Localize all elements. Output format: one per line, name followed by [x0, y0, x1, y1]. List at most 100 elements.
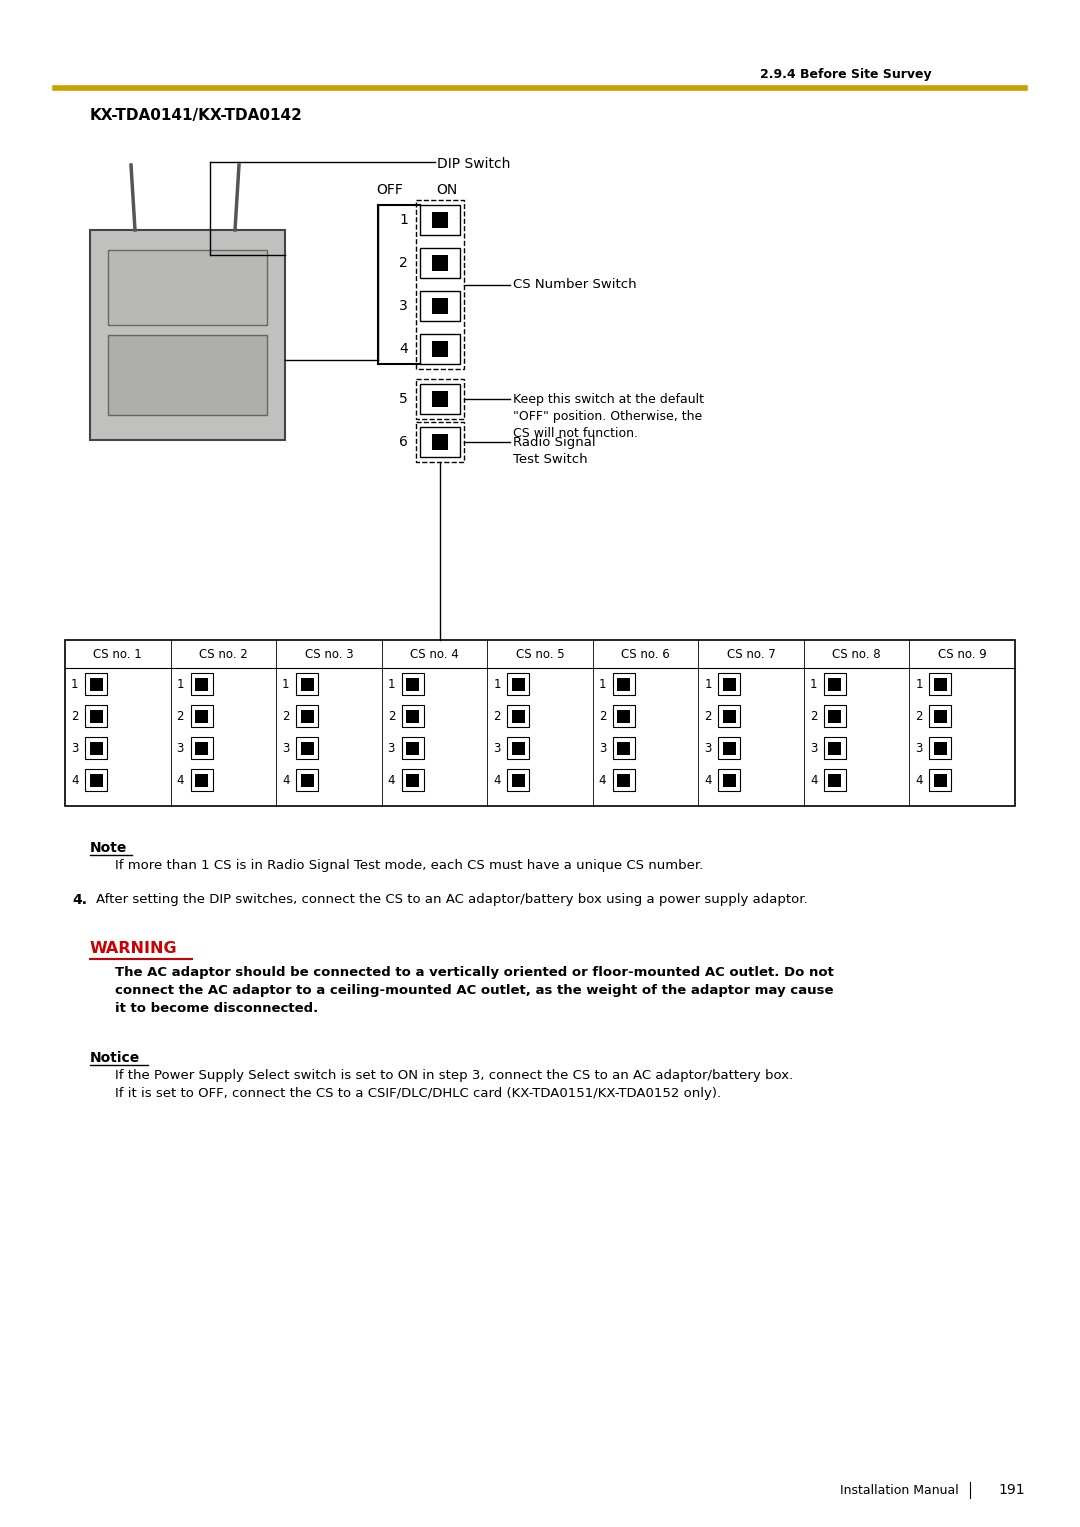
- Bar: [432, 212, 448, 228]
- Text: OFF: OFF: [377, 183, 404, 197]
- Text: 2.9.4 Before Site Survey: 2.9.4 Before Site Survey: [760, 69, 932, 81]
- Bar: [190, 738, 213, 759]
- Bar: [65, 640, 1015, 806]
- Bar: [195, 678, 208, 690]
- Text: CS no. 6: CS no. 6: [621, 647, 670, 661]
- Bar: [618, 710, 631, 722]
- Text: 2: 2: [71, 710, 79, 722]
- Text: CS no. 8: CS no. 8: [833, 647, 881, 661]
- Text: 3: 3: [400, 299, 408, 313]
- Bar: [432, 391, 448, 408]
- Text: 2: 2: [704, 710, 712, 722]
- Text: CS no. 5: CS no. 5: [515, 647, 565, 661]
- Bar: [612, 673, 635, 695]
- Text: 3: 3: [176, 742, 184, 754]
- Bar: [90, 710, 103, 722]
- Bar: [824, 705, 846, 727]
- Text: 3: 3: [916, 742, 922, 754]
- Bar: [108, 334, 267, 415]
- Bar: [723, 710, 735, 722]
- Bar: [718, 673, 740, 695]
- Bar: [824, 738, 846, 759]
- Text: 2: 2: [810, 710, 818, 722]
- Bar: [618, 742, 631, 754]
- Bar: [416, 421, 464, 463]
- Bar: [402, 673, 423, 695]
- Bar: [420, 383, 460, 414]
- Bar: [612, 738, 635, 759]
- Bar: [85, 738, 107, 759]
- Text: 1: 1: [916, 678, 923, 690]
- Text: CS Number Switch: CS Number Switch: [513, 278, 636, 292]
- Text: 4: 4: [916, 774, 923, 786]
- Text: 2: 2: [916, 710, 923, 722]
- Bar: [723, 742, 735, 754]
- Bar: [612, 705, 635, 727]
- Text: 1: 1: [704, 678, 712, 690]
- Bar: [420, 247, 460, 278]
- Text: After setting the DIP switches, connect the CS to an AC adaptor/battery box usin: After setting the DIP switches, connect …: [96, 893, 808, 906]
- Text: 3: 3: [71, 742, 79, 754]
- Bar: [195, 710, 208, 722]
- Text: CS no. 2: CS no. 2: [199, 647, 247, 661]
- Bar: [508, 673, 529, 695]
- Text: ON: ON: [436, 183, 458, 197]
- Bar: [723, 678, 735, 690]
- Text: 3: 3: [388, 742, 395, 754]
- Bar: [406, 710, 419, 722]
- Bar: [432, 341, 448, 357]
- Bar: [85, 705, 107, 727]
- Bar: [512, 742, 525, 754]
- Bar: [406, 678, 419, 690]
- Text: 1: 1: [282, 678, 289, 690]
- Bar: [300, 678, 313, 690]
- Bar: [432, 434, 448, 450]
- Bar: [416, 200, 464, 370]
- Bar: [718, 738, 740, 759]
- Bar: [300, 742, 313, 754]
- Bar: [90, 231, 285, 440]
- Bar: [934, 710, 947, 722]
- Text: 2: 2: [400, 257, 408, 270]
- Text: 1: 1: [71, 678, 79, 690]
- Bar: [195, 774, 208, 786]
- Text: 3: 3: [598, 742, 606, 754]
- Text: 4: 4: [176, 774, 184, 786]
- Text: 1: 1: [494, 678, 501, 690]
- Text: 1: 1: [176, 678, 184, 690]
- Text: CS no. 9: CS no. 9: [937, 647, 987, 661]
- Bar: [718, 705, 740, 727]
- Text: 4: 4: [598, 774, 606, 786]
- Bar: [618, 774, 631, 786]
- Text: 4.: 4.: [72, 893, 87, 907]
- Bar: [432, 255, 448, 270]
- Bar: [508, 770, 529, 791]
- Bar: [300, 774, 313, 786]
- Text: 2: 2: [598, 710, 606, 722]
- Bar: [934, 678, 947, 690]
- Text: 6: 6: [400, 435, 408, 449]
- Bar: [90, 774, 103, 786]
- Text: 4: 4: [71, 774, 79, 786]
- Bar: [930, 673, 951, 695]
- Text: DIP Switch: DIP Switch: [437, 157, 511, 171]
- Bar: [108, 250, 267, 325]
- Bar: [828, 678, 841, 690]
- Text: The AC adaptor should be connected to a vertically oriented or floor-mounted AC : The AC adaptor should be connected to a …: [114, 967, 834, 1015]
- Bar: [190, 673, 213, 695]
- Text: 4: 4: [388, 774, 395, 786]
- Text: If more than 1 CS is in Radio Signal Test mode, each CS must have a unique CS nu: If more than 1 CS is in Radio Signal Tes…: [114, 860, 703, 872]
- Text: 1: 1: [810, 678, 818, 690]
- Bar: [618, 678, 631, 690]
- Bar: [296, 705, 319, 727]
- Text: WARNING: WARNING: [90, 941, 177, 956]
- Text: Keep this switch at the default
"OFF" position. Otherwise, the
CS will not funct: Keep this switch at the default "OFF" po…: [513, 392, 704, 440]
- Bar: [508, 705, 529, 727]
- Bar: [296, 673, 319, 695]
- Bar: [190, 705, 213, 727]
- Text: 3: 3: [810, 742, 818, 754]
- Text: Radio Signal
Test Switch: Radio Signal Test Switch: [513, 437, 596, 466]
- Text: Installation Manual: Installation Manual: [840, 1484, 959, 1496]
- Bar: [406, 742, 419, 754]
- Bar: [420, 428, 460, 457]
